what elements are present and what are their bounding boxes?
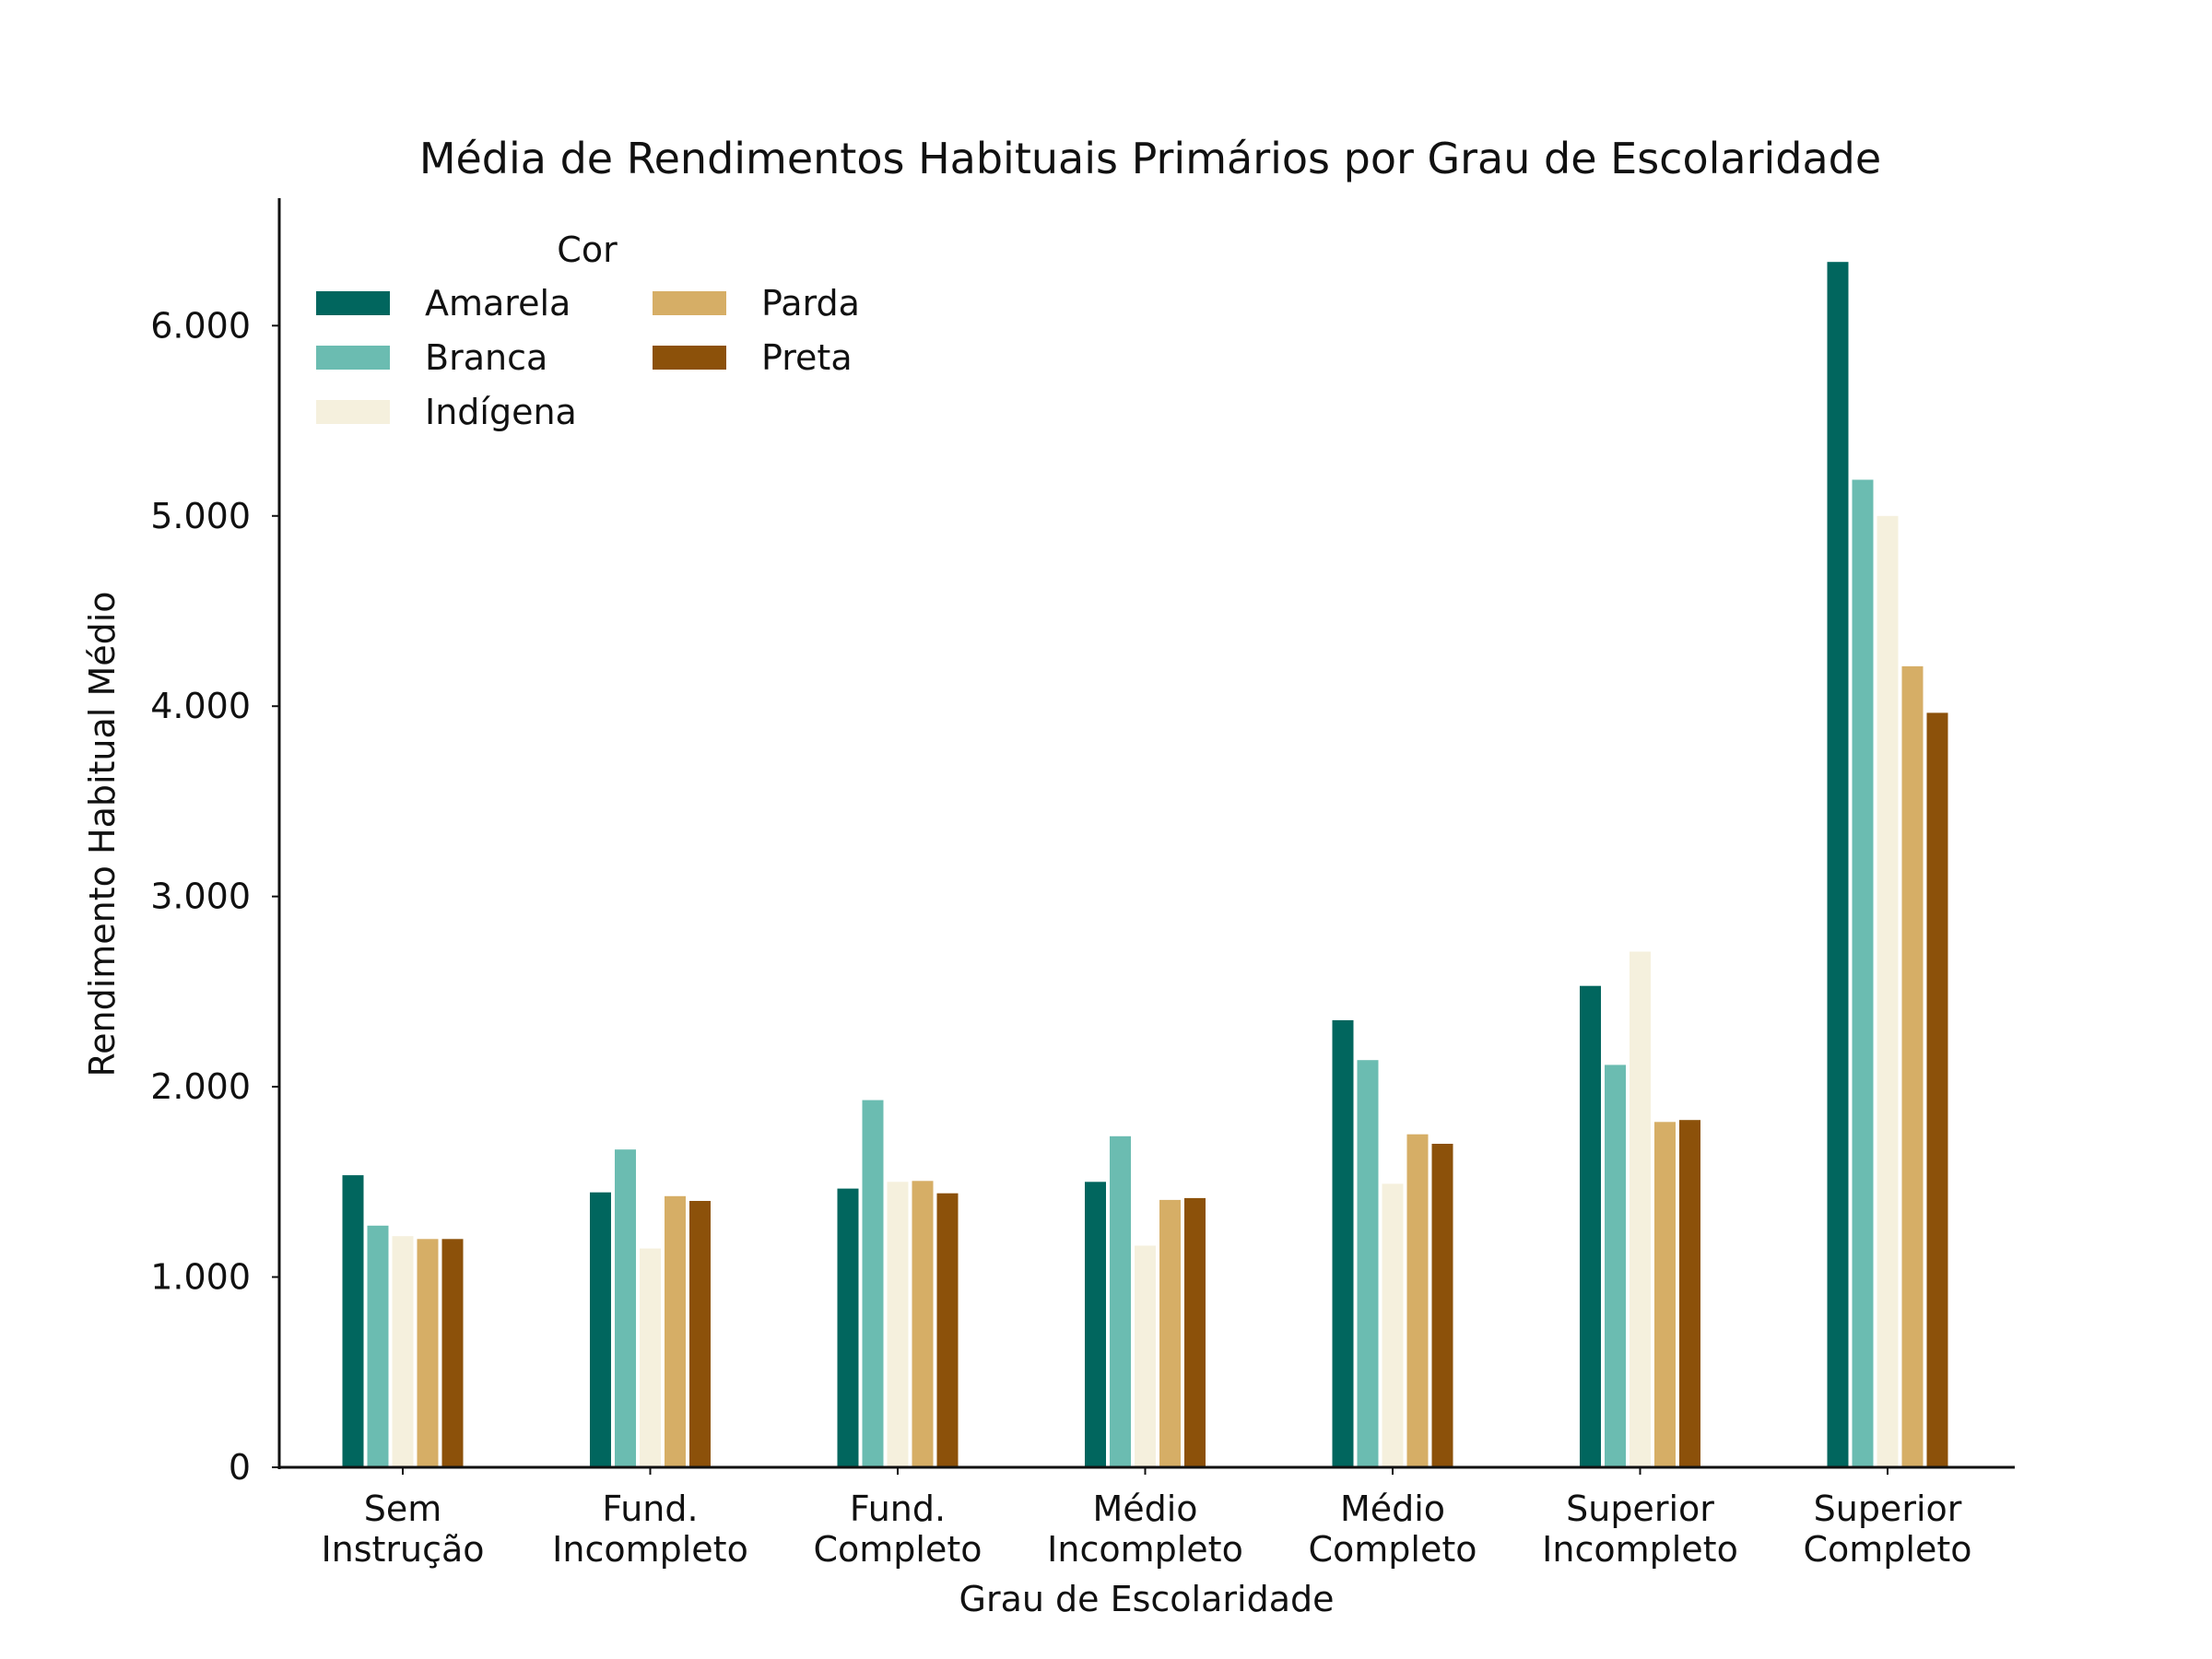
x-tick-label: Fund. Incompleto (552, 1488, 748, 1570)
legend-title: Cor (557, 229, 618, 270)
y-tick-label: 4.000 (150, 686, 251, 726)
bar-preta-medio-incompleto (1184, 1197, 1206, 1467)
bar-indigena-medio-incompleto (1135, 1245, 1156, 1467)
bar-parda-superior-incompleto (1654, 1122, 1676, 1467)
bar-preta-fund-completo (936, 1193, 959, 1467)
chart-title: Média de Rendimentos Habituais Primários… (419, 134, 1881, 183)
bar-branca-medio-incompleto (1110, 1135, 1131, 1467)
bar-preta-superior-completo (1926, 712, 1948, 1467)
bar-indigena-sem-instrucao (392, 1236, 414, 1467)
bar-preta-superior-incompleto (1679, 1120, 1700, 1467)
bar-amarela-fund-incompleto (590, 1192, 611, 1467)
bar-amarela-sem-instrucao (342, 1175, 364, 1467)
bar-amarela-fund-completo (837, 1188, 859, 1467)
legend-label-indigena: Indígena (425, 392, 577, 432)
bar-indigena-superior-incompleto (1630, 951, 1651, 1467)
x-tick-label: Médio Incompleto (1047, 1488, 1243, 1570)
legend-label-branca: Branca (425, 337, 547, 378)
bar-branca-fund-incompleto (615, 1149, 636, 1467)
legend-label-parda: Parda (761, 283, 860, 324)
legend-swatch-indigena (316, 400, 390, 424)
bars-group (342, 262, 1948, 1468)
bar-indigena-superior-completo (1877, 515, 1899, 1467)
bar-branca-medio-completo (1357, 1060, 1379, 1467)
bar-branca-superior-completo (1852, 479, 1874, 1467)
bar-branca-sem-instrucao (367, 1225, 389, 1467)
bar-preta-fund-incompleto (689, 1201, 711, 1467)
x-tick-label: Superior Completo (1803, 1488, 1971, 1570)
y-tick-label: 6.000 (150, 305, 251, 346)
y-tick-label: 2.000 (150, 1066, 251, 1107)
y-tick-label: 5.000 (150, 496, 251, 536)
x-tick-label: Fund. Completo (813, 1488, 982, 1570)
bar-amarela-medio-incompleto (1085, 1182, 1106, 1467)
bar-amarela-superior-completo (1827, 262, 1849, 1468)
legend-label-preta: Preta (761, 337, 853, 378)
bar-parda-medio-completo (1406, 1134, 1429, 1467)
bar-parda-fund-completo (912, 1181, 934, 1467)
bar-parda-superior-completo (1901, 665, 1924, 1467)
y-axis-label: Rendimento Habitual Médio (82, 591, 123, 1077)
bar-indigena-fund-incompleto (640, 1248, 661, 1467)
legend-swatch-parda (653, 291, 726, 315)
bar-amarela-superior-incompleto (1580, 985, 1601, 1467)
legend-swatch-amarela (316, 291, 390, 315)
bar-parda-sem-instrucao (417, 1239, 439, 1467)
bar-amarela-medio-completo (1332, 1019, 1354, 1467)
bar-preta-medio-completo (1431, 1144, 1453, 1467)
x-tick-label: Superior Incompleto (1542, 1488, 1738, 1570)
x-tick-label: Médio Completo (1308, 1488, 1477, 1570)
y-tick-label: 1.000 (150, 1257, 251, 1298)
legend: Cor Amarela Branca Indígena Parda Preta (316, 229, 860, 432)
bar-indigena-fund-completo (887, 1182, 909, 1467)
y-tick-label: 0 (229, 1447, 251, 1488)
y-tick-label: 3.000 (150, 877, 251, 917)
bar-preta-sem-instrucao (441, 1239, 464, 1467)
bar-parda-fund-incompleto (665, 1195, 686, 1467)
x-tick-label: Sem Instrução (321, 1488, 484, 1570)
legend-label-amarela: Amarela (425, 283, 571, 324)
bar-branca-superior-incompleto (1605, 1065, 1626, 1467)
x-axis-label: Grau de Escolaridade (959, 1579, 1335, 1619)
y-axis-ticks: 0 1.000 2.000 3.000 4.000 5.000 6.000 (150, 305, 279, 1488)
x-axis-ticks: Sem Instrução Fund. Incompleto Fund. Completo… (321, 1467, 1972, 1570)
bar-branca-fund-completo (862, 1100, 884, 1467)
legend-swatch-preta (653, 346, 726, 370)
legend-swatch-branca (316, 346, 390, 370)
bar-parda-medio-incompleto (1159, 1199, 1181, 1467)
bar-indigena-medio-completo (1382, 1183, 1404, 1467)
